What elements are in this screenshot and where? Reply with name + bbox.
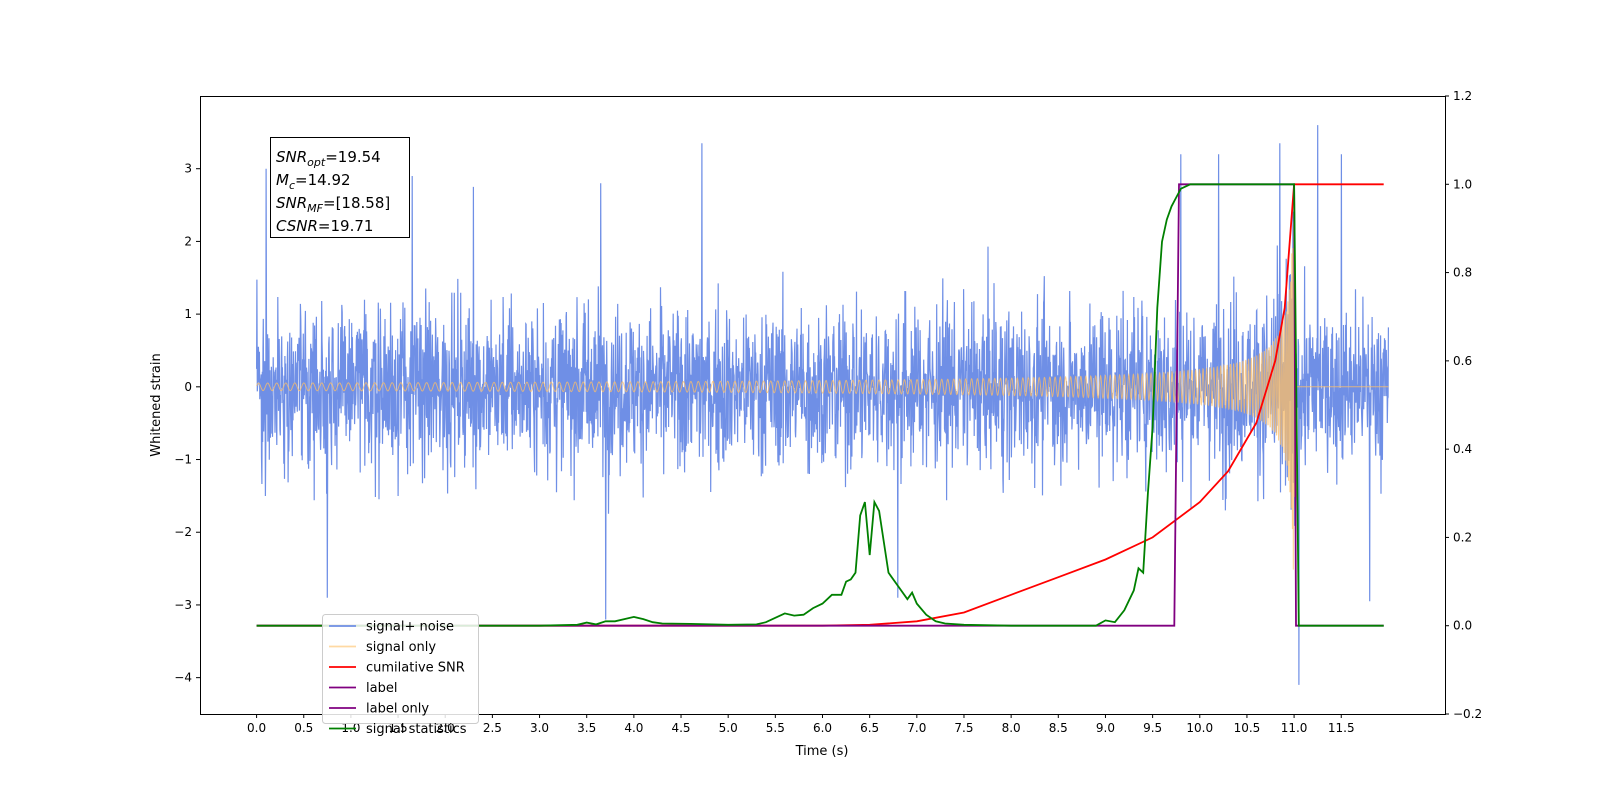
- x-tick-label: 6.5: [860, 721, 879, 735]
- x-tick-label: 7.5: [954, 721, 973, 735]
- x-tick-label: 1.5: [389, 721, 408, 735]
- y-tick-label: 0: [184, 380, 192, 394]
- y-axis-label: Whitened strain: [149, 353, 164, 456]
- annotation-subscript: opt: [307, 156, 326, 169]
- annotation-subscript: MF: [307, 202, 323, 215]
- x-tick-label: 8.0: [1002, 721, 1021, 735]
- legend-frame: [322, 614, 479, 724]
- plot-content: [256, 125, 1389, 685]
- y-right-tick-label: 0.8: [1453, 266, 1472, 280]
- x-tick-label: 5.5: [766, 721, 785, 735]
- y-right-tick-label: 0.2: [1453, 530, 1472, 544]
- series-signal-statistics: [256, 183, 1384, 627]
- y-right-tick-label: 1.0: [1453, 177, 1472, 191]
- x-tick-label: 11.0: [1281, 721, 1308, 735]
- x-tick-label: 4.0: [624, 721, 643, 735]
- legend-entry: signal+ noise: [366, 620, 454, 635]
- y-right-tick-label: 0.4: [1453, 442, 1472, 456]
- annotation-box: SNRopt=19.54Mc=14.92SNRMF=[18.58]CSNR=19…: [270, 137, 410, 238]
- y-right-tick-label: 1.2: [1453, 89, 1472, 103]
- y-right-tick-label: 0.0: [1453, 619, 1472, 633]
- annotation-subscript: c: [289, 179, 295, 192]
- legend-entry: signal only: [366, 640, 436, 655]
- x-tick-label: 3.0: [530, 721, 549, 735]
- annotation-line: CSNR=19.71: [276, 217, 373, 235]
- x-tick-label: 9.5: [1143, 721, 1162, 735]
- y-tick-label: −1: [174, 453, 192, 467]
- annotation-value: =14.92: [295, 171, 351, 189]
- legend-entry: cumilative SNR: [366, 661, 465, 676]
- x-tick-label: 9.0: [1096, 721, 1115, 735]
- legend-entry: label only: [366, 702, 429, 717]
- annotation-symbol: CSNR: [276, 217, 318, 235]
- y-right-tick-label: 0.6: [1453, 354, 1472, 368]
- legend-entry: signal statistics: [366, 722, 467, 737]
- x-axis-label: Time (s): [795, 744, 849, 759]
- x-tick-label: 0.5: [294, 721, 313, 735]
- annotation-symbol: SNR: [276, 148, 307, 166]
- annotation-symbol: M: [276, 171, 289, 189]
- annotation-value: =[18.58]: [323, 194, 390, 212]
- y-tick-label: 3: [184, 162, 192, 176]
- legend: signal+ noise signal only cumilative SNR la…: [322, 614, 479, 737]
- annotation-line: Mc=14.92: [276, 171, 351, 192]
- annotation-line: SNRopt=19.54: [276, 148, 381, 169]
- x-tick-label: 4.5: [671, 721, 690, 735]
- x-tick-label: 7.0: [907, 721, 926, 735]
- series-signal-noise: [256, 125, 1389, 685]
- annotation-value: =19.54: [325, 148, 381, 166]
- y-right-tick-label: −0.2: [1453, 707, 1482, 721]
- y-tick-label: −4: [174, 671, 192, 685]
- y-tick-label: 2: [184, 234, 192, 248]
- x-tick-label: 8.5: [1049, 721, 1068, 735]
- x-tick-label: 10.5: [1234, 721, 1261, 735]
- x-tick-label: 5.0: [719, 721, 738, 735]
- legend-entry: label: [366, 681, 397, 696]
- x-tick-label: 2.5: [483, 721, 502, 735]
- x-tick-label: 0.0: [247, 721, 266, 735]
- y-tick-label: 1: [184, 307, 192, 321]
- x-tick-label: 11.5: [1328, 721, 1355, 735]
- x-tick-label: 2.0: [436, 721, 455, 735]
- series-signal-only: [256, 221, 1389, 570]
- axis-ticks: 0.0 0.5 1.0 1.5 2.0 2.5 3.0 3.5 4.0 4.5 5.0 5.5 6.0 6…: [174, 89, 1482, 735]
- annotation-value: =19.71: [318, 217, 374, 235]
- annotation-symbol: SNR: [276, 194, 307, 212]
- y-tick-label: −3: [174, 598, 192, 612]
- x-tick-label: 6.0: [813, 721, 832, 735]
- annotation-line: SNRMF=[18.58]: [276, 194, 390, 215]
- x-tick-label: 10.0: [1186, 721, 1213, 735]
- y-tick-label: −2: [174, 525, 192, 539]
- annotation-frame: [270, 137, 410, 238]
- x-tick-label: 3.5: [577, 721, 596, 735]
